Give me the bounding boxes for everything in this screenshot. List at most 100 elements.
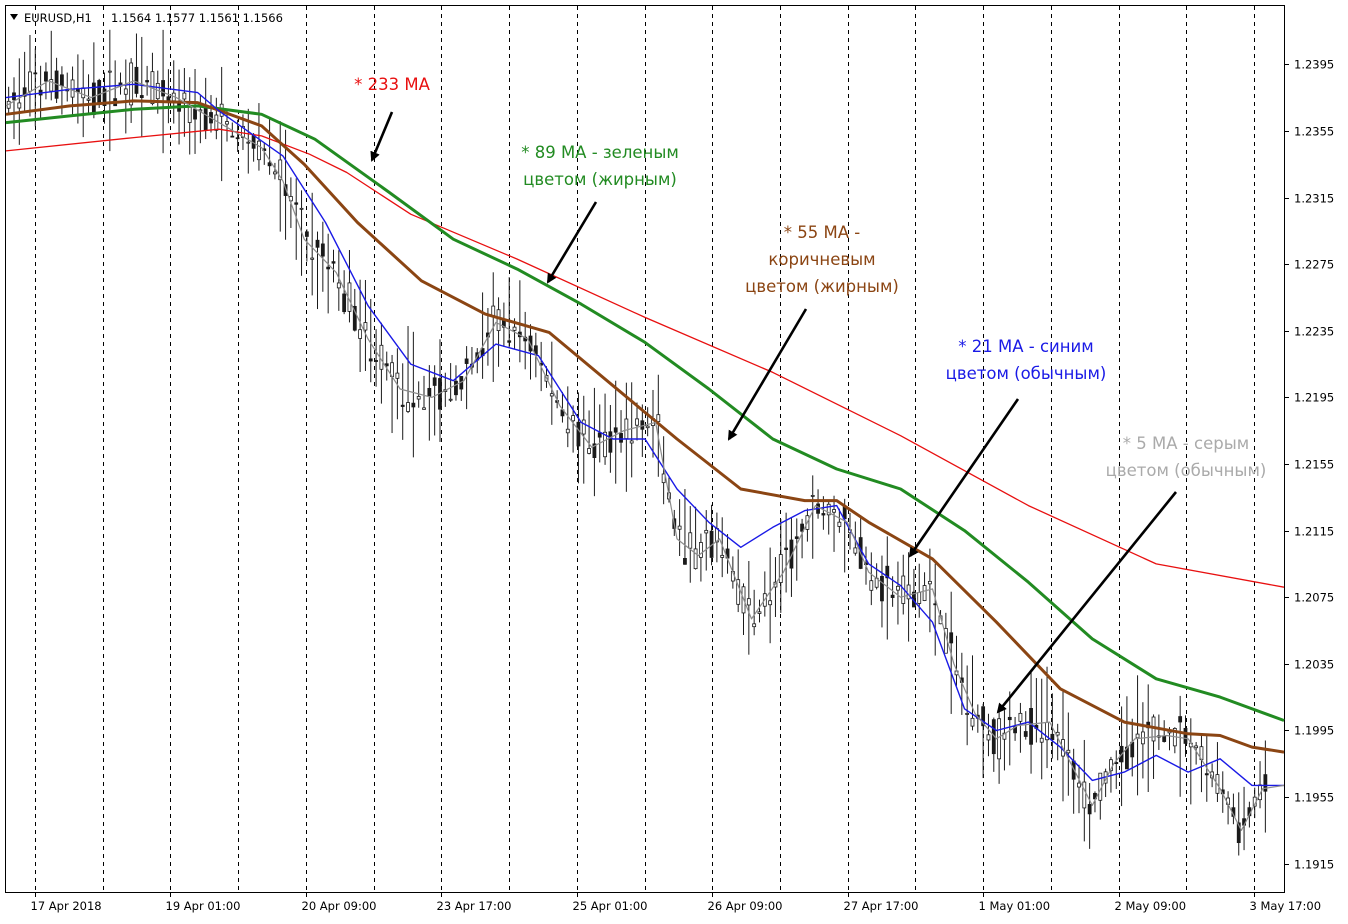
price-tick-label: 1.1915 [1294, 858, 1334, 872]
candle-body [853, 547, 858, 554]
candle-body [810, 495, 815, 497]
candle-body [1162, 735, 1167, 742]
candle-body [107, 70, 112, 73]
candle-body [757, 611, 762, 614]
candle-body [768, 600, 773, 606]
candle-body [44, 71, 48, 82]
candle-body [304, 231, 309, 237]
candle-body [837, 521, 842, 527]
candle-body [587, 448, 591, 454]
annotation-arrow [370, 111, 394, 162]
candle-body [241, 125, 245, 138]
candle-body [278, 159, 283, 181]
annotation-arrow [546, 201, 598, 284]
candle-body [821, 513, 826, 516]
annotation-ma55-line: * 55 MA - [784, 223, 861, 242]
candle-body [454, 380, 458, 396]
candle-body [1029, 708, 1033, 745]
candle-body [645, 425, 650, 429]
candle-body [1178, 716, 1183, 723]
price-tick-label: 1.2155 [1294, 458, 1334, 472]
candle-body [581, 419, 586, 435]
candle-body [1077, 782, 1081, 788]
candle-body [981, 706, 986, 727]
annotation-ma89-line: * 89 MA - зеленым [521, 143, 679, 162]
annotation-ma21-line: * 21 MA - синим [958, 337, 1093, 356]
candle-body [656, 414, 661, 422]
candle-body [699, 542, 703, 558]
annotation-ma89-line: цветом (жирным) [523, 170, 677, 189]
candle-body [246, 141, 251, 144]
candle-body [448, 398, 453, 401]
candle-body [927, 580, 932, 585]
candle-body [746, 598, 751, 606]
price-tick-label: 1.1955 [1294, 791, 1334, 805]
candle-body [273, 171, 277, 175]
candle-body [1125, 746, 1129, 770]
candle-body [688, 532, 693, 549]
candle-body [1050, 733, 1055, 741]
candle-body [533, 345, 538, 355]
candle-body [203, 106, 208, 131]
candle-body [123, 88, 128, 95]
candle-body [17, 102, 22, 109]
annotation-ma5-line: цветом (обычным) [1106, 461, 1267, 480]
candle-body [1066, 749, 1071, 754]
candle-body [187, 105, 192, 123]
candle-body [624, 418, 629, 440]
price-tick-label: 1.2275 [1294, 258, 1334, 272]
price-tick-label: 1.1995 [1294, 724, 1334, 738]
annotation-ma233-line: * 233 MA [354, 75, 430, 94]
time-tick-label: 19 Apr 01:00 [166, 899, 241, 913]
candle-body [885, 565, 890, 579]
candle-body [603, 431, 607, 458]
candle-body [374, 360, 378, 362]
time-tick-label: 26 Apr 09:00 [708, 899, 783, 913]
candle-body [193, 108, 197, 120]
candle-body [720, 554, 725, 558]
candle-body [102, 88, 107, 107]
candle-body [965, 713, 970, 715]
candle-body [784, 547, 789, 550]
candle-body [1194, 745, 1199, 749]
collapse-triangle-icon[interactable] [10, 14, 18, 20]
series-line-ma5 [5, 80, 1285, 831]
candle-body [890, 594, 895, 598]
candle-body [230, 135, 235, 138]
candle-body [352, 305, 357, 331]
candle-body [752, 623, 757, 628]
candle-body [1130, 741, 1135, 758]
candle-body [267, 162, 272, 167]
candle-body [320, 243, 325, 257]
candle-body [22, 87, 27, 97]
candle-body [869, 580, 874, 591]
candle-body [629, 440, 634, 444]
annotation-arrow [908, 398, 1020, 558]
candle-body [789, 539, 794, 569]
candle-body [704, 529, 709, 534]
candle-body [1039, 737, 1044, 743]
price-tick-label: 1.2355 [1294, 125, 1334, 139]
price-tick-label: 1.2315 [1294, 192, 1334, 206]
candle-body [331, 261, 336, 264]
candle-body [1023, 731, 1028, 737]
candle-body [283, 184, 288, 196]
candle-body [1236, 822, 1241, 844]
candle-body [826, 503, 831, 516]
candle-body [1135, 733, 1140, 739]
candle-body [949, 632, 954, 644]
candle-body [693, 548, 698, 570]
candle-body [411, 402, 416, 408]
ohlc-values: 1.1564 1.1577 1.1561 1.1566 [111, 11, 283, 25]
candle-body [613, 427, 618, 433]
candle-body [800, 523, 804, 532]
candle-body [28, 71, 32, 92]
candle-body [565, 428, 570, 434]
candle-body [166, 96, 171, 101]
candle-body [182, 92, 187, 100]
candle-body [1263, 774, 1268, 792]
candle-body [1082, 781, 1087, 809]
candle-body [677, 525, 682, 530]
candle-body [416, 396, 421, 400]
